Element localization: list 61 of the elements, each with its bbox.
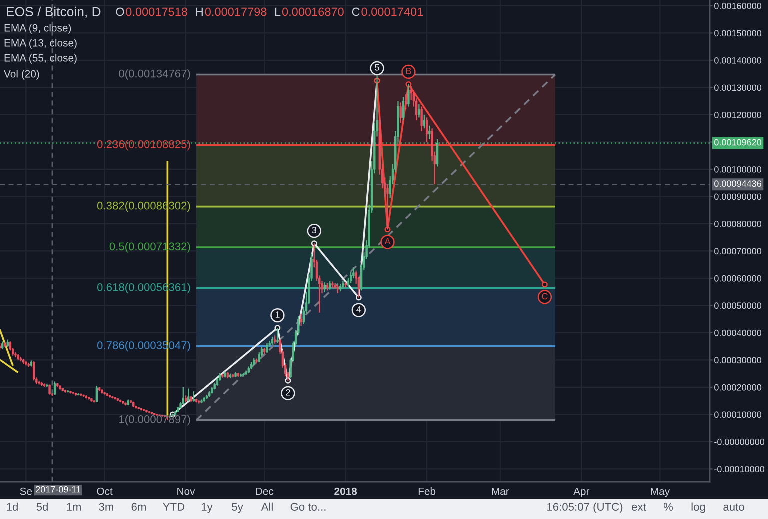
- y-tick-label: -0.00000000: [714, 438, 765, 446]
- ref-line-label: 0.00094436: [714, 180, 762, 188]
- x-tick-label: May: [651, 488, 670, 498]
- text: auto: [724, 504, 744, 511]
- text: ext: [632, 504, 646, 511]
- annotation: 4: [356, 306, 362, 313]
- annotation: EMA (55, close): [4, 54, 77, 64]
- annotation: Vol (20): [4, 70, 40, 80]
- series-label: 0(0.00134767): [119, 70, 190, 80]
- annotation: C: [542, 293, 548, 300]
- text: 3m: [99, 503, 114, 511]
- y-tick-label: 0.00150000: [714, 30, 762, 37]
- y-tick-label: 0.00020000: [714, 384, 762, 391]
- annotation: A: [384, 238, 391, 245]
- text: 5d: [36, 502, 48, 511]
- y-tick-label: 0.00040000: [714, 330, 762, 336]
- y-tick-label: -0.00010000: [714, 466, 765, 473]
- y-tick-label: 0.00140000: [714, 57, 762, 64]
- annotation: 2: [286, 389, 290, 396]
- y-tick-label: 0.00030000: [714, 357, 762, 364]
- text: 1y: [202, 503, 213, 514]
- text: All: [261, 502, 273, 511]
- annotation: 1: [276, 312, 280, 318]
- annotation: 5: [375, 64, 380, 71]
- x-tick-label: Dec: [256, 488, 274, 496]
- ref-line-label: 2017-09-11: [36, 486, 81, 493]
- x-tick-label: Apr: [574, 488, 590, 498]
- y-tick-label: 0.00100000: [714, 166, 762, 173]
- y-tick-label: 0.00050000: [714, 302, 762, 310]
- text: O0.00017518 H0.00017798 L0.00016870 C0.00017401: [116, 8, 424, 16]
- y-tick-label: 0.00070000: [714, 248, 762, 255]
- annotation: B: [406, 68, 412, 74]
- y-tick-label: 0.00120000: [714, 112, 762, 118]
- text: 1m: [67, 503, 81, 511]
- y-tick-label: 0.00010000: [714, 412, 762, 418]
- text: 16:05:07 (UTC): [548, 502, 623, 514]
- x-tick-label: Feb: [418, 488, 436, 496]
- text: 6m: [132, 503, 146, 511]
- x-tick-label: Mar: [492, 488, 510, 496]
- text: %: [664, 503, 674, 511]
- x-tick-label: Oct: [97, 488, 113, 496]
- annotation: 3: [312, 227, 317, 234]
- y-tick-label: 0.00160000: [714, 2, 762, 10]
- x-tick-label: Nov: [178, 488, 196, 496]
- ref-line-label: 0.00109620: [714, 139, 762, 146]
- y-tick-label: 0.00060000: [714, 275, 762, 282]
- y-tick-label: 0.00080000: [714, 220, 762, 228]
- text: log: [692, 502, 706, 514]
- y-tick-label: 0.00130000: [714, 84, 762, 92]
- y-tick-label: 0.00090000: [714, 194, 762, 200]
- text: 1d: [7, 502, 18, 511]
- text: YTD: [163, 503, 185, 511]
- text: 5y: [232, 503, 244, 514]
- chart-title: EOS / Bitcoin, D: [7, 6, 101, 18]
- series-label: 0.236(0.00108825): [97, 140, 190, 151]
- text: Go to...: [290, 503, 326, 511]
- x-tick-label: Se: [20, 488, 32, 496]
- series-label: 1(0.00007897): [120, 415, 190, 426]
- annotation: EMA (13, close): [4, 39, 77, 49]
- annotation: EMA (9, close): [4, 24, 72, 34]
- x-tick-label: 2018: [334, 488, 358, 496]
